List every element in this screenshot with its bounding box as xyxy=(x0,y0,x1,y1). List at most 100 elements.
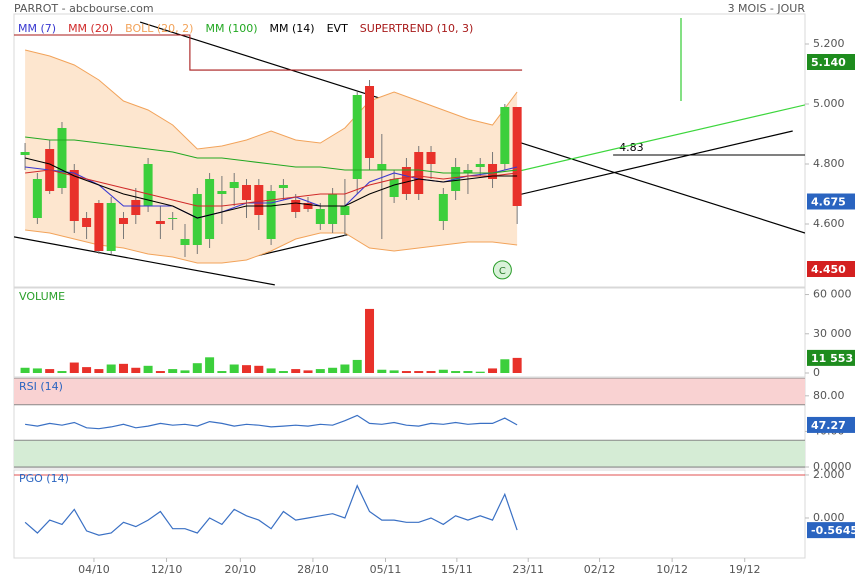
candle-body xyxy=(180,239,190,245)
x-tick-label: 02/12 xyxy=(584,563,616,576)
trend-line xyxy=(14,236,275,286)
volume-bar xyxy=(217,371,227,373)
last-value-label: -0.5645 xyxy=(811,524,855,537)
y-tick-label: 80.00 xyxy=(813,389,845,402)
candle-body xyxy=(278,185,288,188)
legend-entry: SUPERTREND (10, 3) xyxy=(360,22,474,35)
candle-body xyxy=(242,185,252,200)
volume-bar xyxy=(266,368,276,373)
x-tick-label: 23/11 xyxy=(512,563,544,576)
volume-bar xyxy=(131,367,141,373)
volume-bar xyxy=(242,365,252,373)
candle-body xyxy=(205,179,215,239)
panel-title: VOLUME xyxy=(19,290,65,303)
candle-body xyxy=(217,191,227,194)
volume-bar xyxy=(291,369,301,373)
candle-body xyxy=(328,194,338,224)
volume-bar xyxy=(475,371,485,373)
y-tick-label: 0.000 xyxy=(813,511,845,524)
candle-body xyxy=(94,203,104,251)
y-tick-label: 5.000 xyxy=(813,97,845,110)
band-upper xyxy=(24,49,518,150)
volume-bar xyxy=(180,370,190,373)
indicator-line xyxy=(25,414,518,430)
candle-body xyxy=(500,107,510,164)
candle-body xyxy=(69,170,79,221)
candle-body xyxy=(488,164,498,179)
y-tick-label: 4.600 xyxy=(813,217,845,230)
volume-bar xyxy=(512,357,522,373)
volume-bar xyxy=(389,370,399,373)
panel-frame xyxy=(13,287,806,378)
volume-bar xyxy=(45,369,55,373)
candle-body xyxy=(291,200,301,212)
candle-body xyxy=(414,152,424,194)
candle-body xyxy=(377,164,387,170)
volume-bar xyxy=(155,371,165,373)
candle-body xyxy=(82,218,92,227)
candle-body xyxy=(463,170,473,173)
y-tick-label: 60 000 xyxy=(813,288,852,301)
indicator-line xyxy=(25,169,518,207)
legend-entry: MM (14) xyxy=(270,22,315,35)
candle-body xyxy=(254,185,264,215)
volume-bar xyxy=(254,365,264,373)
candle-body xyxy=(401,167,411,194)
volume-bar xyxy=(303,370,313,373)
y-tick-label: 30 000 xyxy=(813,327,852,340)
volume-bar xyxy=(20,367,30,373)
volume-bar xyxy=(438,369,448,373)
legend-entry: MM (7) xyxy=(18,22,56,35)
volume-bar xyxy=(365,308,375,373)
candle-body xyxy=(475,164,485,167)
last-value-box xyxy=(807,349,855,366)
volume-bar xyxy=(488,368,498,373)
x-tick-label: 04/10 xyxy=(78,563,110,576)
candle-body xyxy=(438,194,448,221)
indicator-line xyxy=(24,157,518,219)
candle-body xyxy=(426,152,436,164)
y-tick-label: 0.0000 xyxy=(813,460,852,473)
volume-bar xyxy=(352,359,362,373)
panel xyxy=(20,308,522,373)
candle-body xyxy=(106,203,116,251)
volume-bar xyxy=(414,371,424,373)
y-tick-label: 2.000 xyxy=(813,468,845,481)
last-value-box xyxy=(807,261,855,277)
volume-bar xyxy=(69,362,79,373)
panel: 4.83C xyxy=(14,21,805,286)
volume-bar xyxy=(32,368,42,373)
volume-bar xyxy=(328,367,338,373)
last-value-box xyxy=(807,54,855,70)
page-title: PARROT - abcbourse.com xyxy=(14,2,154,15)
volume-bar xyxy=(192,363,202,373)
volume-bar xyxy=(278,371,288,373)
x-tick-label: 05/11 xyxy=(370,563,402,576)
indicator-line xyxy=(24,484,518,536)
candle-body xyxy=(118,218,128,224)
event-marker xyxy=(492,260,512,280)
panel-frame xyxy=(13,469,806,559)
indicator-line xyxy=(14,34,523,71)
panel-title: RSI (14) xyxy=(19,380,63,393)
panel xyxy=(14,378,805,468)
candle-body xyxy=(20,152,30,155)
volume-bar xyxy=(205,357,215,373)
last-value-label: 11 553 xyxy=(811,352,853,365)
legend-entry: EVT xyxy=(327,22,348,35)
candle-body xyxy=(340,206,350,215)
event-label: C xyxy=(499,266,506,277)
candle-body xyxy=(168,218,178,219)
volume-bar xyxy=(401,371,411,373)
last-value-label: 4.675 xyxy=(811,196,846,209)
last-value-label: 4.450 xyxy=(811,263,846,276)
y-tick-label: 4.800 xyxy=(813,157,845,170)
x-tick-label: 19/12 xyxy=(729,563,761,576)
last-value-box xyxy=(807,522,855,539)
candle-body xyxy=(303,203,313,209)
y-tick-label: 0 xyxy=(813,366,820,379)
volume-bar xyxy=(82,367,92,373)
x-tick-label: 20/10 xyxy=(224,563,256,576)
panel-title: PGO (14) xyxy=(19,472,69,485)
